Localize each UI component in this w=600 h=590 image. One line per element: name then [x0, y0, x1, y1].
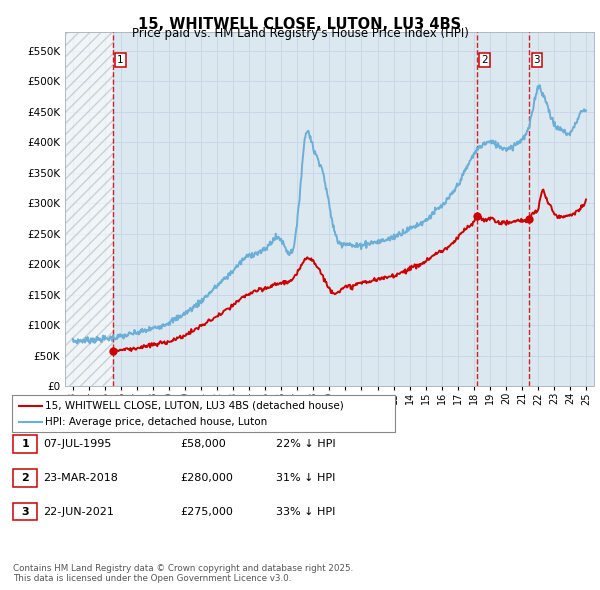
Text: Contains HM Land Registry data © Crown copyright and database right 2025.
This d: Contains HM Land Registry data © Crown c…	[13, 563, 353, 583]
Text: 31% ↓ HPI: 31% ↓ HPI	[276, 473, 335, 483]
Text: Price paid vs. HM Land Registry's House Price Index (HPI): Price paid vs. HM Land Registry's House …	[131, 27, 469, 40]
Text: HPI: Average price, detached house, Luton: HPI: Average price, detached house, Luto…	[45, 417, 267, 427]
Text: 3: 3	[22, 507, 29, 516]
Text: 15, WHITWELL CLOSE, LUTON, LU3 4BS (detached house): 15, WHITWELL CLOSE, LUTON, LU3 4BS (deta…	[45, 401, 344, 411]
Text: 2: 2	[22, 473, 29, 483]
Text: 23-MAR-2018: 23-MAR-2018	[43, 473, 118, 483]
Text: 1: 1	[22, 440, 29, 449]
Text: 15, WHITWELL CLOSE, LUTON, LU3 4BS: 15, WHITWELL CLOSE, LUTON, LU3 4BS	[139, 17, 461, 31]
Text: £58,000: £58,000	[180, 440, 226, 449]
Text: 22-JUN-2021: 22-JUN-2021	[43, 507, 114, 516]
Text: 33% ↓ HPI: 33% ↓ HPI	[276, 507, 335, 516]
Text: 22% ↓ HPI: 22% ↓ HPI	[276, 440, 335, 449]
Text: 1: 1	[117, 55, 124, 65]
Text: 07-JUL-1995: 07-JUL-1995	[43, 440, 112, 449]
Text: 2: 2	[481, 55, 488, 65]
Text: £280,000: £280,000	[180, 473, 233, 483]
Text: £275,000: £275,000	[180, 507, 233, 516]
Bar	[65, 32, 113, 386]
Text: 3: 3	[533, 55, 540, 65]
